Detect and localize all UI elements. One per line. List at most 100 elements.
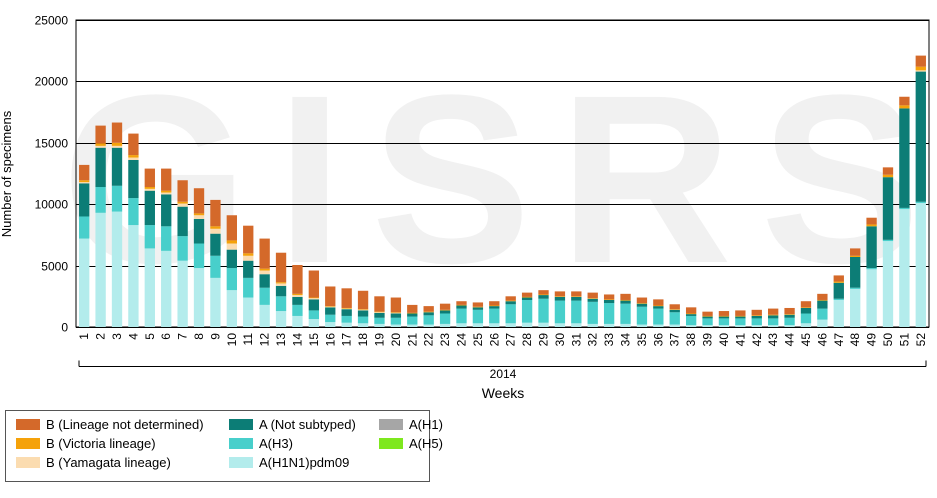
legend-label: A(H1)	[409, 417, 443, 432]
bar-segment	[308, 297, 320, 299]
bar-segment	[587, 298, 598, 299]
bar-segment	[357, 323, 369, 327]
bar-segment	[833, 282, 844, 299]
y-tick-label: 0	[61, 321, 68, 335]
bar-segment	[718, 318, 730, 326]
bar-segment	[407, 324, 418, 327]
bar-segment	[817, 300, 828, 309]
bar-segment	[718, 315, 730, 317]
bar-segment	[817, 299, 828, 301]
bar-segment	[603, 303, 615, 324]
bar-segment	[817, 319, 828, 327]
bar-segment	[177, 206, 188, 237]
bar-segment	[144, 187, 155, 189]
bar-segment	[784, 307, 795, 315]
x-tick-label: 37	[668, 333, 682, 347]
legend-swatch	[16, 457, 40, 468]
bar-segment	[374, 323, 385, 327]
bar-segment	[653, 305, 664, 307]
bar-segment	[489, 301, 500, 306]
x-tick-label: 24	[455, 333, 469, 347]
bar-segment	[357, 310, 369, 317]
bar-segment	[292, 293, 303, 296]
bar-segment	[735, 315, 746, 317]
bar-segment	[193, 218, 205, 244]
bar-segment	[79, 182, 90, 184]
bar-segment	[374, 312, 385, 318]
bar-segment	[718, 311, 730, 316]
bar-segment	[685, 314, 697, 316]
bar-segment	[423, 312, 434, 316]
bar-segment	[751, 315, 762, 319]
x-axis-label: Weeks	[482, 385, 525, 401]
x-tick-label: 16	[323, 333, 337, 347]
bar-segment	[259, 287, 270, 305]
bar-segment	[226, 243, 237, 250]
bar-segment	[882, 241, 894, 327]
x-tick-label: 44	[783, 333, 797, 347]
x-tick-label: 3	[110, 333, 124, 340]
bar-segment	[95, 187, 106, 213]
legend-label: B (Yamagata lineage)	[46, 455, 171, 470]
bar-segment	[882, 167, 894, 175]
bar-segment	[784, 317, 795, 326]
legend-item: A (Not subtyped)	[229, 417, 356, 432]
bar-segment	[226, 240, 237, 244]
bar-segment	[505, 300, 516, 302]
bar-segment	[308, 310, 320, 320]
bar-segment	[259, 274, 270, 288]
bar-segment	[735, 318, 746, 326]
bar-segment	[636, 303, 648, 304]
bar-segment	[587, 301, 598, 324]
x-tick-label: 13	[274, 333, 288, 347]
bar-segment	[882, 177, 894, 240]
bar-segment	[866, 226, 877, 269]
bar-segment	[243, 260, 254, 278]
bar-segment	[275, 296, 287, 312]
legend: B (Lineage not determined) B (Victoria li…	[5, 410, 443, 482]
bar-segment	[735, 316, 746, 319]
bar-segment	[144, 225, 155, 249]
bar-segment	[620, 293, 631, 300]
bar-segment	[653, 324, 664, 327]
bar-segment	[177, 203, 188, 207]
bar-segment	[653, 308, 664, 325]
legend-label: B (Victoria lineage)	[46, 436, 156, 451]
bar-segment	[161, 194, 172, 227]
bar-segment	[456, 323, 467, 327]
bar-segment	[538, 298, 549, 323]
bar-segment	[472, 306, 484, 308]
bar-segment	[439, 309, 451, 311]
bar-segment	[735, 310, 746, 316]
bar-segment	[128, 133, 139, 156]
bar-segment	[128, 155, 139, 158]
bar-segment	[111, 147, 123, 186]
bar-segment	[456, 304, 467, 306]
bar-segment	[439, 313, 451, 324]
x-tick-label: 47	[832, 333, 846, 347]
bar-segment	[390, 313, 402, 318]
bar-segment	[620, 299, 631, 301]
bar-segment	[653, 299, 664, 306]
x-tick-label: 5	[143, 333, 157, 340]
bar-segment	[669, 309, 680, 313]
x-tick-label: 46	[815, 333, 829, 347]
y-tick-label: 5000	[41, 260, 68, 274]
bar-segment	[571, 296, 582, 297]
x-tick-label: 33	[602, 333, 616, 347]
x-tick-label: 19	[373, 333, 387, 347]
bar-segment	[259, 304, 270, 327]
bar-segment	[882, 174, 894, 178]
bar-segment	[768, 314, 779, 316]
bar-segment	[308, 270, 320, 298]
bar-segment	[177, 260, 188, 327]
bar-segment	[275, 311, 287, 327]
bar-segment	[390, 312, 402, 314]
bar-segment	[193, 213, 205, 216]
bar-segment	[521, 322, 533, 327]
bar-segment	[521, 299, 533, 323]
bar-segment	[423, 306, 434, 312]
bar-segment	[751, 309, 762, 316]
legend-item: A(H5)	[379, 436, 443, 451]
